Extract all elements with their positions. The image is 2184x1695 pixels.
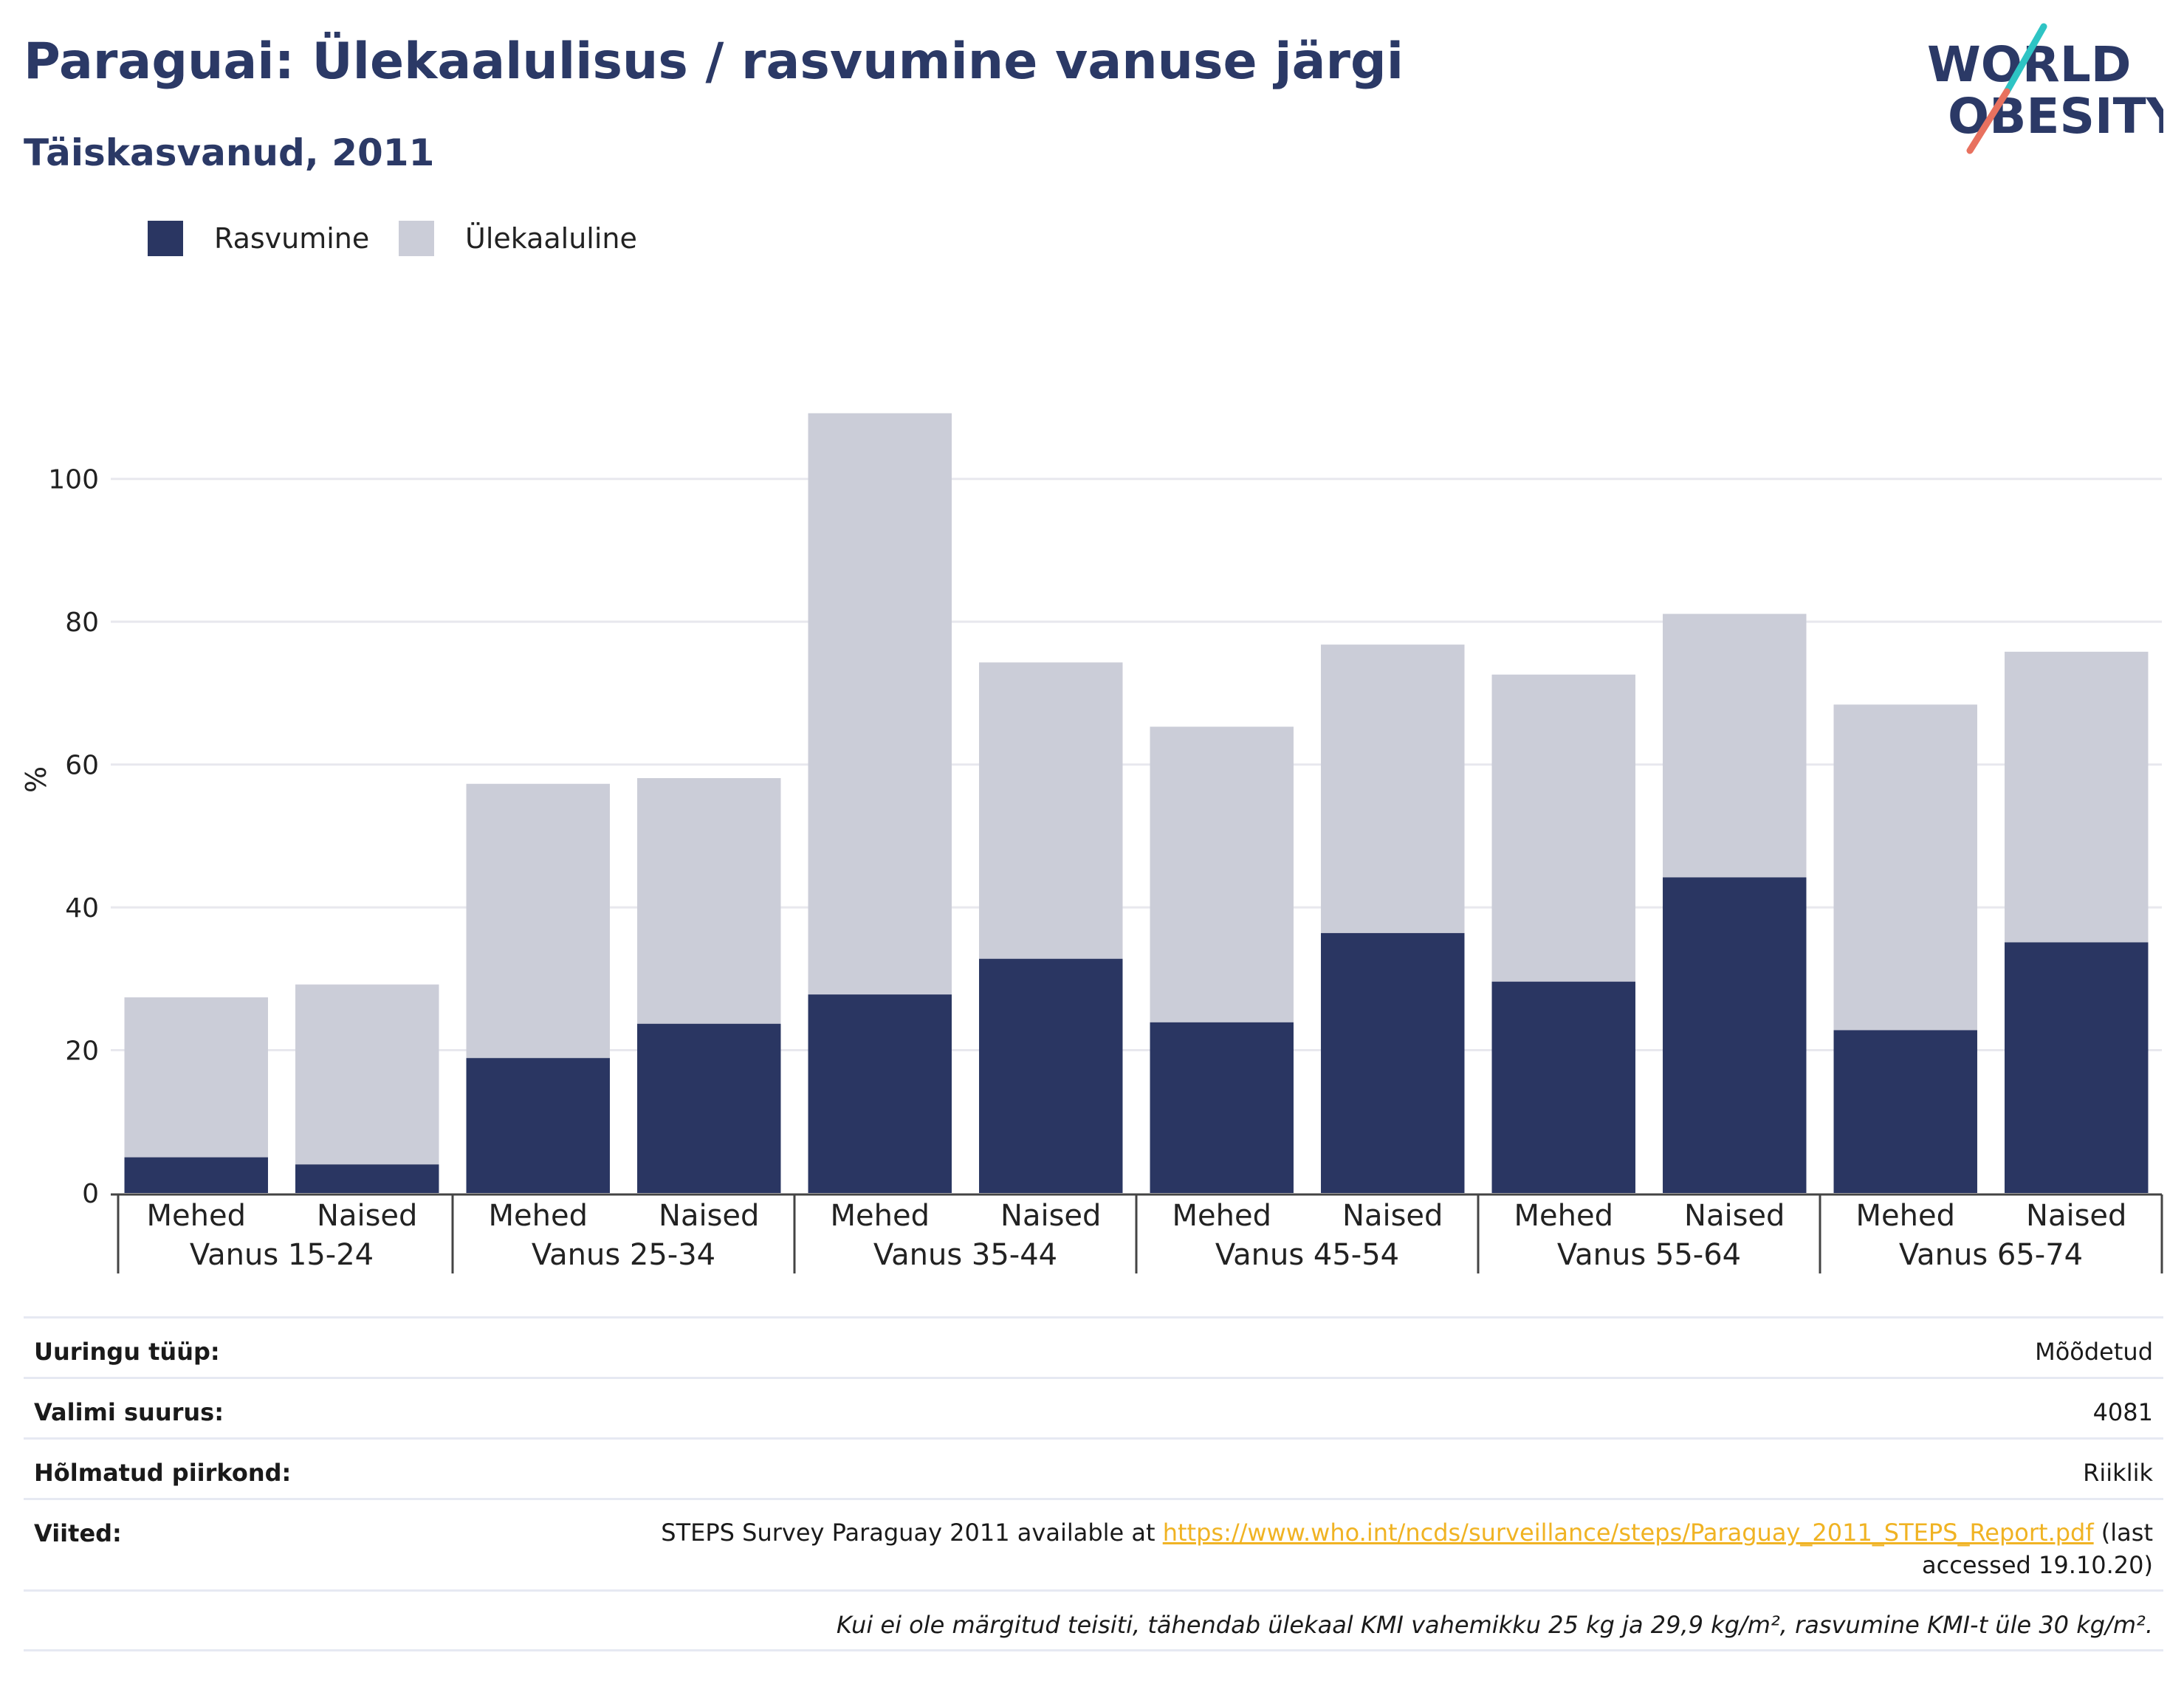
x-group-label: Vanus 25-34 bbox=[532, 1238, 715, 1272]
x-tick-label: Mehed bbox=[1172, 1199, 1271, 1233]
x-group-label: Vanus 35-44 bbox=[873, 1238, 1057, 1272]
footnote: Kui ei ole märgitud teisiti, tähendab ül… bbox=[836, 1611, 2153, 1639]
y-tick-label: 100 bbox=[48, 465, 99, 495]
bar-overweight bbox=[1150, 726, 1294, 1022]
info-row-survey-type: Uuringu tüüp: Mõõdetud bbox=[24, 1316, 2163, 1377]
bar-obesity bbox=[979, 958, 1123, 1193]
page-subtitle: Täiskasvanud, 2011 bbox=[24, 131, 435, 174]
logo-slash-teal bbox=[2003, 23, 2047, 95]
bar-obesity bbox=[637, 1023, 781, 1193]
info-row-references: Viited: STEPS Survey Paraguay 2011 avail… bbox=[24, 1498, 2163, 1589]
x-tick-label: Naised bbox=[317, 1199, 417, 1233]
x-tick-label: Naised bbox=[2026, 1199, 2126, 1233]
legend-swatch-obesity bbox=[148, 221, 183, 256]
bar-overweight bbox=[1833, 704, 1977, 1031]
x-group-label: Vanus 15-24 bbox=[190, 1238, 374, 1272]
references-value: STEPS Survey Paraguay 2011 available at … bbox=[639, 1516, 2153, 1581]
x-tick-label: Mehed bbox=[831, 1199, 930, 1233]
bar-overweight bbox=[637, 778, 781, 1024]
x-tick-label: Mehed bbox=[1856, 1199, 1955, 1233]
y-tick-label: 60 bbox=[65, 751, 99, 781]
y-axis-label: % bbox=[20, 766, 52, 793]
x-tick-label: Naised bbox=[1342, 1199, 1443, 1233]
bar-obesity bbox=[1321, 932, 1465, 1193]
survey-type-value: Mõõdetud bbox=[2035, 1338, 2153, 1366]
legend-item-overweight: Ülekaaluline bbox=[399, 220, 637, 257]
bar-overweight bbox=[1491, 674, 1635, 982]
x-tick-label: Naised bbox=[659, 1199, 759, 1233]
references-suffix: (last accessed 19.10.20) bbox=[1922, 1519, 2153, 1579]
bar-overweight bbox=[1663, 613, 1807, 878]
bar-obesity bbox=[295, 1164, 439, 1193]
references-label: Viited: bbox=[34, 1519, 122, 1547]
references-prefix: STEPS Survey Paraguay 2011 available at bbox=[661, 1519, 1163, 1547]
logo-slash-coral bbox=[1966, 88, 2010, 154]
bar-overweight bbox=[295, 984, 439, 1165]
x-tick-label: Mehed bbox=[489, 1199, 588, 1233]
y-tick-label: 40 bbox=[65, 893, 99, 924]
bar-overweight bbox=[979, 662, 1123, 959]
x-group-label: Vanus 55-64 bbox=[1557, 1238, 1741, 1272]
bar-overweight bbox=[124, 997, 268, 1158]
bar-overweight bbox=[466, 783, 610, 1059]
bar-overweight bbox=[808, 413, 952, 995]
area-covered-label: Hõlmatud piirkond: bbox=[34, 1459, 292, 1487]
legend-item-obesity: Rasvumine bbox=[148, 220, 369, 257]
logo-line-2: OBESITY bbox=[1948, 88, 2163, 145]
x-tick-label: Naised bbox=[1684, 1199, 1785, 1233]
x-group-label: Vanus 45-54 bbox=[1215, 1238, 1399, 1272]
bar-obesity bbox=[124, 1157, 268, 1193]
page-title: Paraguai: Ülekaalulisus / rasvumine vanu… bbox=[24, 32, 1404, 91]
y-tick-label: 0 bbox=[82, 1179, 99, 1209]
bar-overweight bbox=[1321, 644, 1465, 933]
x-tick-label: Mehed bbox=[1514, 1199, 1613, 1233]
sample-size-value: 4081 bbox=[2092, 1398, 2153, 1426]
legend-label-obesity: Rasvumine bbox=[214, 222, 370, 255]
stacked-bar-chart: % 0 20 40 60 80 100 Mehed Naised Mehed Naised Mehe… bbox=[20, 413, 2163, 1273]
legend-label-overweight: Ülekaaluline bbox=[465, 222, 637, 255]
bar-overweight bbox=[2005, 651, 2149, 943]
x-tick-label: Naised bbox=[1000, 1199, 1101, 1233]
bar-obesity bbox=[1150, 1022, 1294, 1193]
world-obesity-logo: WORLD OBESITY bbox=[1927, 23, 2163, 154]
bar-obesity bbox=[1833, 1030, 1977, 1193]
y-tick-label: 20 bbox=[65, 1036, 99, 1067]
y-tick-label: 80 bbox=[65, 608, 99, 638]
legend-swatch-overweight bbox=[399, 221, 434, 256]
info-row-area-covered: Hõlmatud piirkond: Riiklik bbox=[24, 1437, 2163, 1498]
info-row-footnote: Kui ei ole märgitud teisiti, tähendab ül… bbox=[24, 1589, 2163, 1651]
references-link[interactable]: https://www.who.int/ncds/surveillance/st… bbox=[1162, 1519, 2094, 1547]
x-group-label: Vanus 65-74 bbox=[1899, 1238, 2083, 1272]
x-tick-label: Mehed bbox=[147, 1199, 246, 1233]
survey-type-label: Uuringu tüüp: bbox=[34, 1338, 220, 1366]
sample-size-label: Valimi suurus: bbox=[34, 1398, 224, 1426]
bar-obesity bbox=[1491, 981, 1635, 1193]
area-covered-value: Riiklik bbox=[2083, 1459, 2153, 1487]
info-row-sample-size: Valimi suurus: 4081 bbox=[24, 1377, 2163, 1437]
info-table: Uuringu tüüp: Mõõdetud Valimi suurus: 40… bbox=[24, 1316, 2163, 1651]
bar-obesity bbox=[2005, 942, 2149, 1193]
bar-obesity bbox=[808, 994, 952, 1193]
bar-obesity bbox=[466, 1058, 610, 1193]
bar-obesity bbox=[1663, 877, 1807, 1193]
